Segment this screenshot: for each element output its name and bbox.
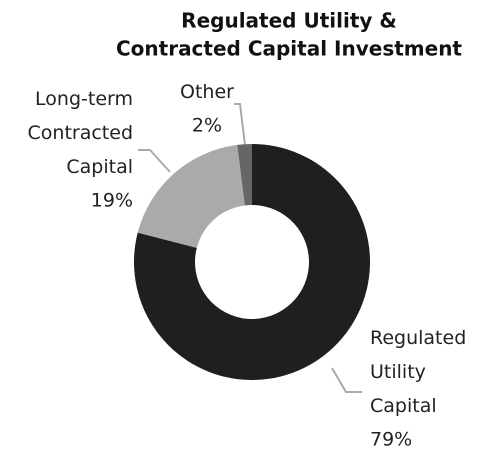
donut-slice: [137, 144, 245, 248]
donut-slice: [237, 144, 252, 206]
slice-label: Other: [180, 81, 234, 103]
chart-title: Regulated Utility &: [181, 9, 397, 33]
slice-label: Long-term Contracted Capital: [28, 88, 133, 178]
donut-slice: [134, 144, 370, 380]
slice-value-label: 19%: [91, 190, 133, 212]
leader-line: [234, 103, 246, 146]
slice-label: Regulated Utility Capital: [370, 327, 466, 417]
leader-line: [331, 367, 362, 393]
leader-line: [138, 149, 171, 173]
chart-title: Contracted Capital Investment: [116, 37, 462, 61]
slice-value-label: 79%: [370, 429, 412, 451]
slice-value-label: 2%: [192, 115, 222, 137]
